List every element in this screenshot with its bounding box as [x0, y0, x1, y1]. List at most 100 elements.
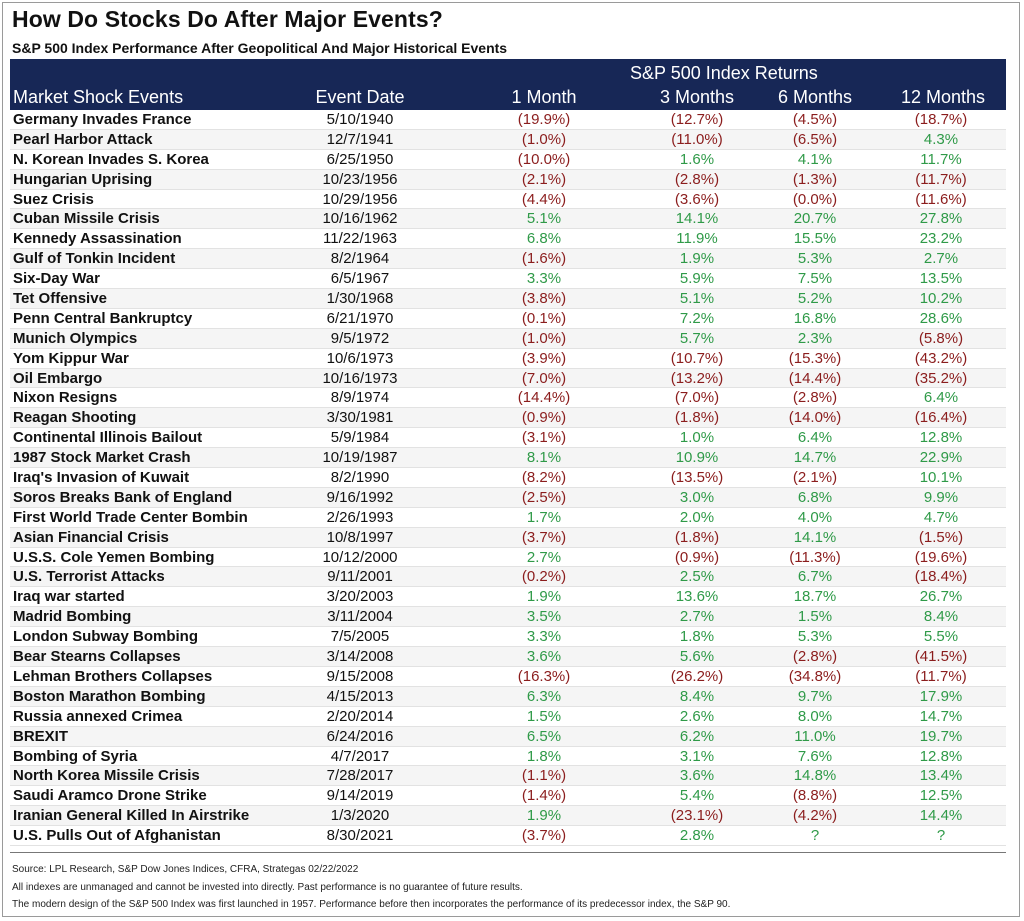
- event-name-cell: Hungarian Uprising: [13, 170, 153, 188]
- return-6-months-cell: (2.1%): [792, 469, 838, 487]
- page-title: How Do Stocks Do After Major Events?: [12, 6, 443, 32]
- return-6-months-cell: (8.8%): [792, 787, 838, 805]
- event-name-cell: Iraq war started: [13, 588, 125, 606]
- event-name-cell: Cuban Missile Crisis: [13, 210, 160, 228]
- return-3-months-cell: 5.9%: [679, 270, 715, 288]
- header-12-months: 12 Months: [901, 87, 986, 107]
- event-name-cell: London Subway Bombing: [13, 628, 198, 646]
- return-3-months-cell: 3.1%: [679, 747, 715, 765]
- return-3-months-cell: (26.2%): [670, 667, 724, 685]
- event-date-cell: 3/14/2008: [326, 648, 394, 666]
- return-1-month-cell: (1.4%): [521, 787, 567, 805]
- return-1-month-cell: (3.7%): [521, 528, 567, 546]
- header-3-months: 3 Months: [659, 87, 735, 107]
- event-name-cell: Lehman Brothers Collapses: [13, 667, 213, 685]
- event-date-cell: 3/30/1981: [326, 409, 394, 427]
- return-3-months-cell: 3.0%: [679, 488, 715, 506]
- return-12-months-cell: 13.5%: [919, 270, 963, 288]
- event-date-cell: 11/22/1963: [323, 230, 397, 248]
- event-date-cell: 3/11/2004: [327, 608, 393, 626]
- event-date-cell: 9/11/2001: [327, 568, 393, 586]
- return-1-month-cell: (16.3%): [517, 667, 571, 685]
- return-6-months-cell: (2.8%): [792, 648, 838, 666]
- return-1-month-cell: (0.2%): [521, 568, 567, 586]
- return-6-months-cell: 8.0%: [797, 707, 833, 725]
- return-12-months-cell: 28.6%: [919, 309, 963, 327]
- footer-divider: [10, 852, 1006, 853]
- return-12-months-cell: 12.5%: [919, 787, 963, 805]
- header-date: Event Date: [315, 87, 405, 107]
- event-date-cell: 9/5/1972: [330, 329, 390, 347]
- event-date-cell: 9/15/2008: [326, 667, 394, 685]
- return-3-months-cell: 2.6%: [679, 707, 715, 725]
- return-3-months-cell: 5.7%: [679, 329, 715, 347]
- table-row: Bombing of Syria 4/7/2017 1.8% 3.1% 7.6% 12.8…: [10, 746, 1006, 767]
- event-name-cell: Penn Central Bankruptcy: [13, 309, 193, 327]
- table-row: Suez Crisis 10/29/1956 (4.4%) (3.6%) (0.0%) (…: [10, 189, 1006, 210]
- return-12-months-cell: 8.4%: [923, 608, 959, 626]
- table-row: First World Trade Center Bombin 2/26/1993…: [10, 507, 1006, 528]
- returns-group-label: S&P 500 Index Returns: [630, 63, 818, 83]
- return-12-months-cell: (11.7%): [915, 170, 967, 188]
- event-name-cell: 1987 Stock Market Crash: [13, 449, 191, 467]
- event-date-cell: 10/12/2000: [322, 548, 398, 566]
- event-date-cell: 10/19/1987: [322, 449, 398, 467]
- event-date-cell: 8/30/2021: [326, 827, 394, 845]
- return-1-month-cell: (14.4%): [517, 389, 571, 407]
- footnote-disclaimer: All indexes are unmanaged and cannot be …: [12, 882, 523, 893]
- return-12-months-cell: (16.4%): [914, 409, 968, 427]
- return-12-months-cell: (18.7%): [914, 111, 968, 128]
- table-row: Bear Stearns Collapses 3/14/2008 3.6% 5.6% (…: [10, 647, 1006, 667]
- header-6-months: 6 Months: [777, 87, 853, 107]
- return-12-months-cell: (18.4%): [914, 568, 968, 586]
- return-1-month-cell: (0.1%): [521, 309, 567, 327]
- event-date-cell: 6/25/1950: [326, 150, 394, 168]
- return-6-months-cell: 20.7%: [793, 210, 837, 228]
- return-3-months-cell: (12.7%): [670, 111, 724, 128]
- return-12-months-cell: ?: [936, 827, 946, 845]
- return-3-months-cell: 8.4%: [679, 687, 715, 705]
- return-1-month-cell: 3.5%: [526, 608, 562, 626]
- return-1-month-cell: 6.8%: [526, 230, 562, 248]
- event-date-cell: 6/21/1970: [326, 309, 394, 327]
- event-name-cell: North Korea Missile Crisis: [13, 767, 200, 785]
- return-12-months-cell: 19.7%: [919, 727, 963, 745]
- return-3-months-cell: 10.9%: [675, 449, 719, 467]
- table-row: Germany Invades France 5/10/1940 (19.9%) (1…: [10, 110, 1006, 130]
- return-6-months-cell: 5.3%: [797, 628, 833, 646]
- return-1-month-cell: 2.7%: [526, 548, 562, 566]
- table-row: U.S. Pulls Out of Afghanistan 8/30/2021 (3…: [10, 826, 1006, 846]
- return-1-month-cell: (4.4%): [521, 190, 567, 208]
- return-6-months-cell: (34.8%): [788, 667, 842, 685]
- return-12-months-cell: 23.2%: [919, 230, 963, 248]
- return-6-months-cell: 5.2%: [797, 290, 833, 308]
- return-6-months-cell: 6.7%: [797, 568, 833, 586]
- return-3-months-cell: 1.8%: [679, 628, 715, 646]
- return-12-months-cell: (11.6%): [915, 190, 967, 208]
- return-3-months-cell: 14.1%: [675, 210, 719, 228]
- return-1-month-cell: (10.0%): [517, 150, 571, 168]
- return-6-months-cell: (2.8%): [792, 389, 838, 407]
- return-3-months-cell: 3.6%: [679, 767, 715, 785]
- return-6-months-cell: 9.7%: [797, 687, 833, 705]
- event-name-cell: First World Trade Center Bombin: [13, 508, 248, 526]
- return-3-months-cell: 1.6%: [679, 150, 715, 168]
- event-name-cell: Boston Marathon Bombing: [13, 687, 206, 705]
- return-1-month-cell: (3.1%): [521, 429, 567, 447]
- return-1-month-cell: 1.7%: [526, 508, 562, 526]
- event-name-cell: Iranian General Killed In Airstrike: [13, 807, 250, 825]
- table-row: Continental Illinois Bailout 5/9/1984 (3.1…: [10, 428, 1006, 449]
- return-6-months-cell: 16.8%: [793, 309, 837, 327]
- return-6-months-cell: (4.5%): [792, 111, 838, 128]
- event-name-cell: Russia annexed Crimea: [13, 707, 183, 725]
- table-row: Reagan Shooting 3/30/1981 (0.9%) (1.8%) (14.…: [10, 408, 1006, 429]
- table-row: Iranian General Killed In Airstrike 1/3/2…: [10, 806, 1006, 827]
- table-row: U.S. Terrorist Attacks 9/11/2001 (0.2%) 2.5…: [10, 567, 1006, 588]
- return-3-months-cell: 11.9%: [676, 230, 718, 248]
- return-1-month-cell: 6.5%: [526, 727, 562, 745]
- table-row: Oil Embargo 10/16/1973 (7.0%) (13.2%) (14.4%…: [10, 368, 1006, 389]
- header-1-month: 1 Month: [511, 87, 577, 107]
- return-3-months-cell: 2.5%: [679, 568, 715, 586]
- event-name-cell: Yom Kippur War: [13, 349, 129, 367]
- return-6-months-cell: (1.3%): [792, 170, 838, 188]
